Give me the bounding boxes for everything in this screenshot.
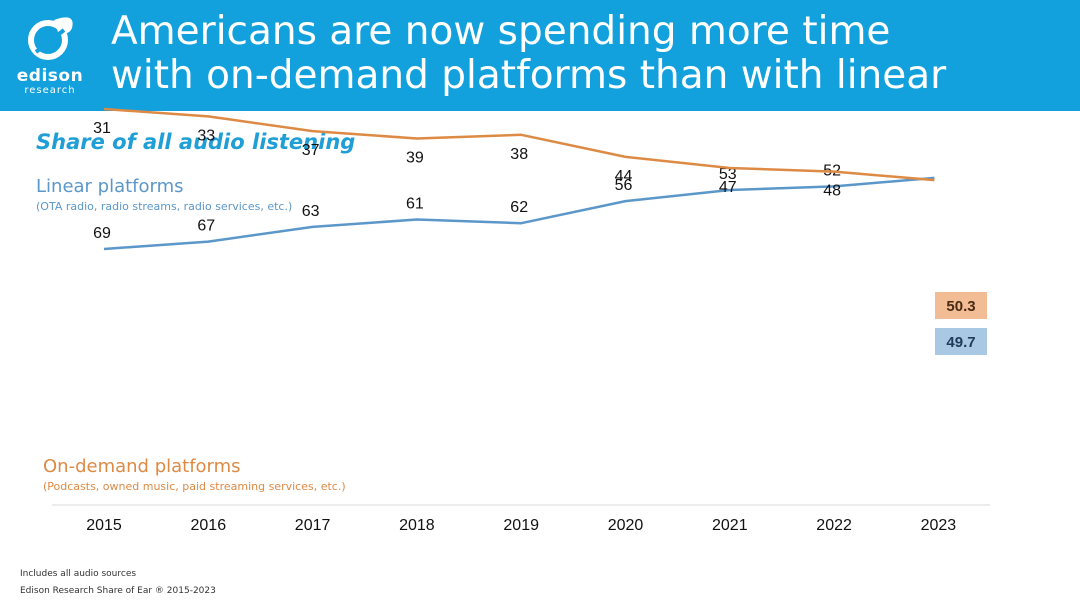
source-note: Edison Research Share of Ear ® 2015-2023	[20, 586, 216, 596]
linear-data-label: 69	[93, 225, 111, 242]
x-tick-label: 2019	[503, 517, 539, 534]
x-tick-label: 2023	[921, 517, 957, 534]
linear-series-line	[103, 176, 935, 251]
page-title-line-2: with on-demand platforms than with linea…	[111, 53, 947, 98]
ondemand-series-line	[103, 107, 935, 182]
x-tick-label: 2020	[608, 517, 644, 534]
x-tick-label: 2022	[816, 517, 852, 534]
page-title-line-1: Americans are now spending more time	[111, 9, 891, 54]
ondemand-data-label: 31	[93, 120, 111, 137]
linear-data-label: 53	[719, 166, 737, 183]
logo-mark-icon	[28, 17, 73, 60]
logo-wordmark: edison	[16, 66, 84, 86]
ondemand-final-data-label: 50.3	[946, 298, 975, 315]
linear-data-label: 67	[197, 218, 215, 235]
linear-series-label: Linear platforms	[36, 176, 184, 197]
x-tick-label: 2018	[399, 517, 435, 534]
linear-final-data-label: 49.7	[946, 334, 975, 351]
ondemand-series-label: On-demand platforms	[43, 456, 241, 477]
ondemand-data-label: 47	[719, 179, 737, 196]
logo-subtitle: research	[24, 85, 76, 96]
linear-data-label: 56	[615, 177, 633, 194]
linear-final-value-box	[935, 328, 987, 355]
linear-series-note: (OTA radio, radio streams, radio service…	[36, 200, 293, 213]
ondemand-data-label: 33	[197, 127, 215, 144]
linear-data-label: 62	[510, 199, 528, 216]
ondemand-final-value-box	[935, 292, 987, 319]
title-banner: edison research Americans are now spendi…	[0, 0, 1080, 111]
ondemand-data-label: 37	[302, 142, 320, 159]
ondemand-data-label: 39	[406, 149, 424, 166]
linear-data-label: 61	[406, 196, 424, 213]
x-tick-label: 2021	[712, 517, 748, 534]
ondemand-data-label: 48	[823, 183, 841, 200]
ondemand-data-label: 38	[510, 146, 528, 163]
x-tick-label: 2017	[295, 517, 331, 534]
linear-data-label: 63	[302, 203, 320, 220]
x-tick-label: 2016	[191, 517, 227, 534]
edison-research-logo: edison research	[14, 10, 94, 102]
x-tick-label: 2015	[86, 517, 122, 534]
ondemand-data-label: 44	[615, 168, 633, 185]
page-title: Americans are now spending more time wit…	[111, 10, 1061, 98]
chart-title: Share of all audio listening	[36, 130, 356, 154]
footnote: Includes all audio sources	[20, 569, 137, 579]
ondemand-series-note: (Podcasts, owned music, paid streaming s…	[43, 480, 346, 493]
